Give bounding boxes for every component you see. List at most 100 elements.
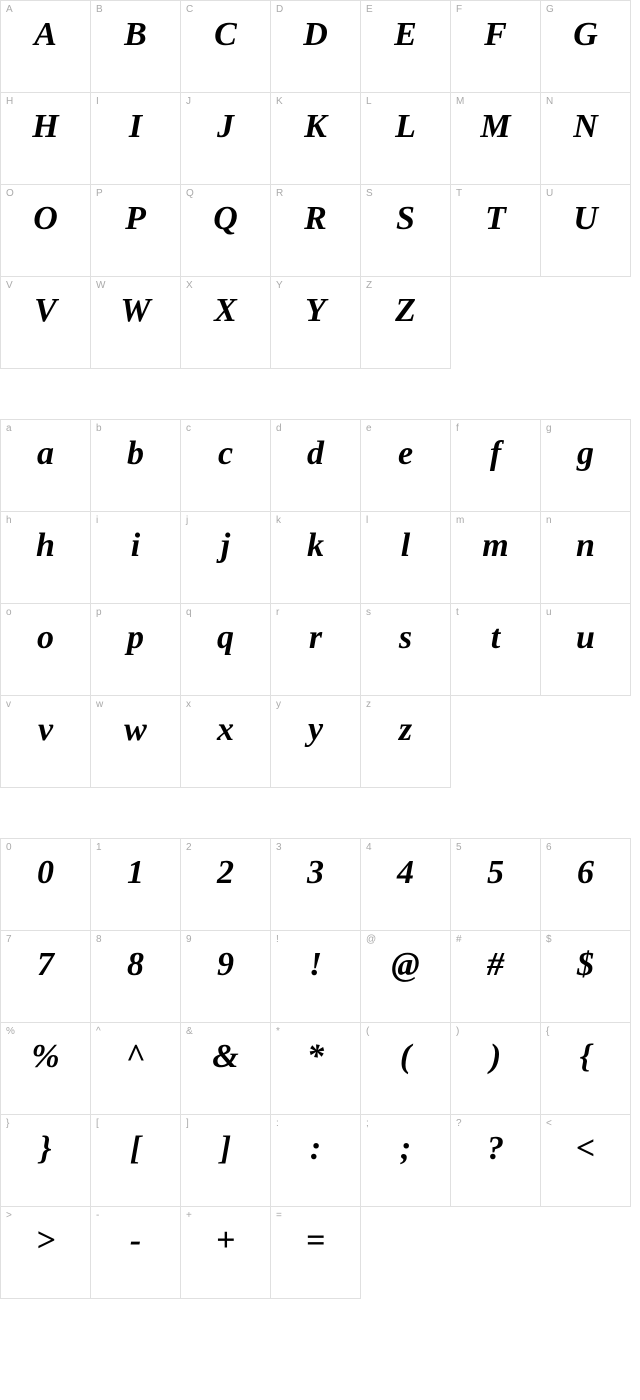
glyph-cell: AA [1,1,91,93]
glyph-cell: xx [181,696,271,788]
glyph-display: A [1,11,90,59]
glyph-display: & [181,1033,270,1081]
empty-cell [451,1207,541,1299]
glyph-cell: II [91,93,181,185]
glyph-display: L [361,103,450,151]
glyph-cell: qq [181,604,271,696]
glyph-display: K [271,103,360,151]
charmap-section-uppercase: AABBCCDDEEFFGGHHIIJJKKLLMMNNOOPPQQRRSSTT… [0,0,640,369]
glyph-display: i [91,522,180,570]
glyph-cell: @@ [361,931,451,1023]
glyph-display: x [181,706,270,754]
glyph-cell: HH [1,93,91,185]
glyph-cell: nn [541,512,631,604]
glyph-cell: ll [361,512,451,604]
glyph-cell: )) [451,1023,541,1115]
glyph-cell: XX [181,277,271,369]
glyph-display: 9 [181,941,270,989]
character-map-container: AABBCCDDEEFFGGHHIIJJKKLLMMNNOOPPQQRRSSTT… [0,0,640,1299]
glyph-display: o [1,614,90,662]
glyph-cell: YY [271,277,361,369]
glyph-display: U [541,195,630,243]
glyph-cell: pp [91,604,181,696]
glyph-cell: 66 [541,839,631,931]
glyph-cell: !! [271,931,361,1023]
glyph-cell: :: [271,1115,361,1207]
glyph-cell: ]] [181,1115,271,1207]
glyph-display: m [451,522,540,570]
glyph-cell: }} [1,1115,91,1207]
glyph-cell: uu [541,604,631,696]
glyph-display: G [541,11,630,59]
glyph-cell: jj [181,512,271,604]
glyph-display: P [91,195,180,243]
glyph-display: B [91,11,180,59]
empty-cell [541,696,631,788]
glyph-cell: %% [1,1023,91,1115]
glyph-cell: ## [451,931,541,1023]
glyph-cell: CC [181,1,271,93]
glyph-display: I [91,103,180,151]
glyph-display: n [541,522,630,570]
glyph-display: 4 [361,849,450,897]
glyph-cell: RR [271,185,361,277]
glyph-display: R [271,195,360,243]
glyph-cell: DD [271,1,361,93]
empty-cell [541,1207,631,1299]
glyph-cell: ff [451,420,541,512]
glyph-display: v [1,706,90,754]
glyph-cell: KK [271,93,361,185]
glyph-display: # [451,941,540,989]
charmap-section-lowercase: aabbccddeeffgghhiijjkkllmmnnooppqqrrsstt… [0,419,640,788]
glyph-display: } [1,1125,90,1173]
glyph-display: c [181,430,270,478]
glyph-display: s [361,614,450,662]
glyph-cell: mm [451,512,541,604]
glyph-cell: ss [361,604,451,696]
glyph-cell: dd [271,420,361,512]
glyph-display: M [451,103,540,151]
glyph-display: e [361,430,450,478]
glyph-display: j [181,522,270,570]
glyph-cell: TT [451,185,541,277]
glyph-display: w [91,706,180,754]
glyph-cell: 11 [91,839,181,931]
glyph-cell: hh [1,512,91,604]
glyph-display: Z [361,287,450,335]
glyph-cell: kk [271,512,361,604]
glyph-cell: GG [541,1,631,93]
glyph-display: T [451,195,540,243]
glyph-cell: ww [91,696,181,788]
glyph-cell: LL [361,93,451,185]
glyph-display: a [1,430,90,478]
glyph-cell: bb [91,420,181,512]
glyph-cell: VV [1,277,91,369]
glyph-cell: gg [541,420,631,512]
glyph-cell: ZZ [361,277,451,369]
glyph-display: C [181,11,270,59]
glyph-display: { [541,1033,630,1081]
glyph-cell: << [541,1115,631,1207]
glyph-display: 0 [1,849,90,897]
glyph-cell: -- [91,1207,181,1299]
glyph-cell: zz [361,696,451,788]
glyph-cell: $$ [541,931,631,1023]
glyph-cell: [[ [91,1115,181,1207]
glyph-display: p [91,614,180,662]
glyph-display: 7 [1,941,90,989]
glyph-display: b [91,430,180,478]
glyph-cell: QQ [181,185,271,277]
glyph-display: : [271,1125,360,1173]
glyph-display: = [271,1217,360,1265]
glyph-display: Q [181,195,270,243]
glyph-display: ^ [91,1033,180,1081]
glyph-display: W [91,287,180,335]
glyph-cell: 33 [271,839,361,931]
glyph-cell: 99 [181,931,271,1023]
glyph-cell: >> [1,1207,91,1299]
glyph-cell: (( [361,1023,451,1115]
glyph-cell: FF [451,1,541,93]
glyph-display: ? [451,1125,540,1173]
glyph-display: ( [361,1033,450,1081]
glyph-display: g [541,430,630,478]
